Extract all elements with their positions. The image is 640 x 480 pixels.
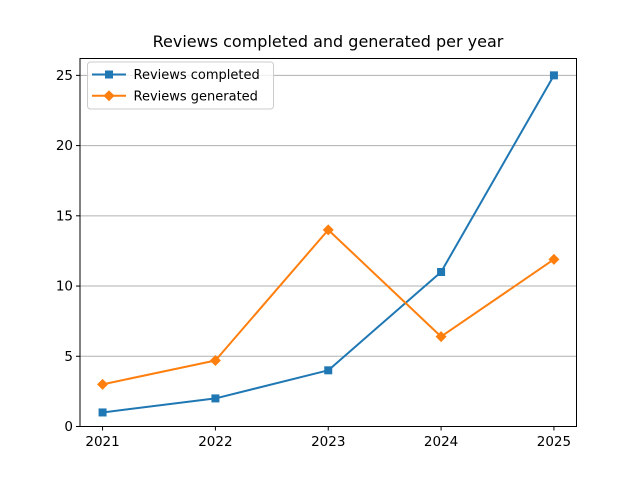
legend: Reviews completed Reviews generated <box>87 61 274 110</box>
x-tick-label: 2025 <box>537 434 571 450</box>
legend-label: Reviews generated <box>134 89 258 104</box>
y-tick-label: 0 <box>64 419 73 435</box>
x-tick-label: 2022 <box>198 434 232 450</box>
legend-box <box>87 61 274 110</box>
y-tick-label: 20 <box>56 138 73 154</box>
y-tick-label: 15 <box>56 208 73 224</box>
legend-label: Reviews completed <box>134 68 260 83</box>
axis-ticks-layer <box>76 74 555 431</box>
data-point-reviews-completed <box>549 71 558 80</box>
legend-swatch-marker <box>105 70 113 79</box>
legend-swatch-marker <box>103 90 115 102</box>
series-layer <box>97 71 560 417</box>
data-point-reviews-generated <box>97 378 109 390</box>
x-tick-label: 2021 <box>85 434 119 450</box>
series-line-reviews-completed <box>102 74 555 414</box>
series-line-reviews-generated <box>102 228 555 386</box>
data-point-reviews-completed <box>437 267 446 276</box>
data-point-reviews-generated <box>435 331 447 343</box>
y-tick-label: 5 <box>64 349 73 365</box>
x-tick-label: 2024 <box>424 434 458 450</box>
data-point-reviews-generated <box>548 253 560 265</box>
data-point-reviews-completed <box>211 394 220 403</box>
data-point-reviews-generated <box>209 354 221 366</box>
data-point-reviews-generated <box>322 224 334 236</box>
y-tick-label: 25 <box>56 68 73 84</box>
y-tick-label: 10 <box>56 279 73 295</box>
data-point-reviews-completed <box>98 408 107 417</box>
chart-title: Reviews completed and generated per year <box>153 32 504 51</box>
data-point-reviews-completed <box>324 366 333 375</box>
x-tick-label: 2023 <box>311 434 345 450</box>
